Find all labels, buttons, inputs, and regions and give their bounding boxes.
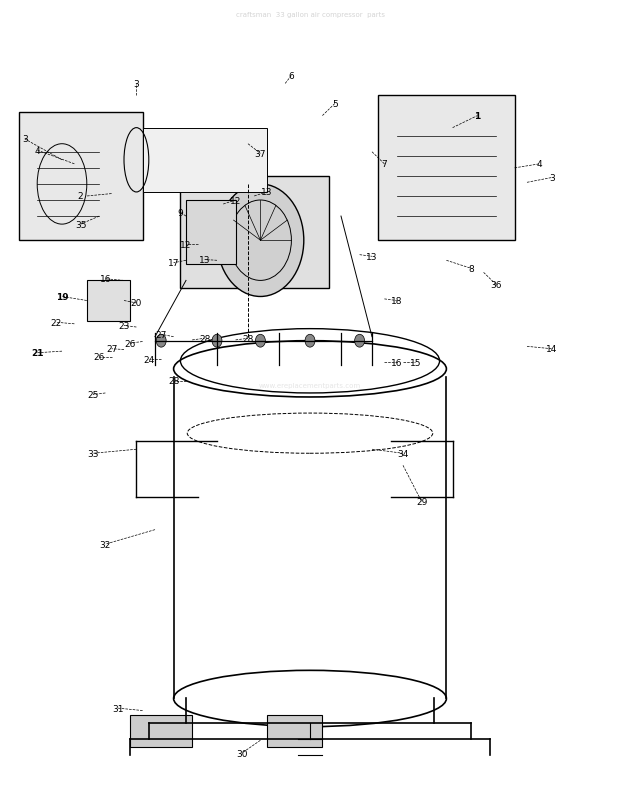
Circle shape (255, 335, 265, 348)
Text: craftsman  33 gallon air compressor  parts: craftsman 33 gallon air compressor parts (236, 12, 384, 18)
Text: 24: 24 (143, 355, 154, 365)
Text: 12: 12 (180, 240, 192, 250)
Text: 8: 8 (468, 264, 474, 274)
Circle shape (355, 335, 365, 348)
Text: 33: 33 (87, 449, 99, 459)
Text: 16: 16 (100, 275, 111, 284)
Text: 13: 13 (366, 252, 378, 262)
Text: 27: 27 (106, 344, 117, 354)
Text: 9: 9 (177, 208, 183, 218)
Text: 4: 4 (536, 160, 542, 169)
Text: 26: 26 (94, 353, 105, 362)
FancyBboxPatch shape (87, 281, 130, 321)
Text: 30: 30 (236, 748, 247, 758)
Text: www.ereplacementparts.com: www.ereplacementparts.com (259, 382, 361, 389)
Text: 28: 28 (242, 334, 254, 344)
Circle shape (212, 335, 222, 348)
Text: 19: 19 (56, 292, 68, 302)
FancyBboxPatch shape (267, 715, 322, 747)
Text: 25: 25 (87, 390, 99, 400)
Text: 13: 13 (199, 255, 210, 265)
Text: 5: 5 (332, 100, 338, 109)
Text: 27: 27 (156, 330, 167, 340)
Text: 20: 20 (131, 299, 142, 308)
Text: 28: 28 (168, 377, 179, 386)
FancyBboxPatch shape (378, 96, 515, 241)
Text: 26: 26 (125, 339, 136, 349)
Text: 3: 3 (549, 173, 555, 183)
Text: 4: 4 (34, 146, 40, 156)
Text: 1: 1 (474, 112, 480, 121)
Text: 18: 18 (391, 296, 402, 306)
FancyBboxPatch shape (180, 177, 329, 289)
Text: 17: 17 (168, 259, 179, 268)
Circle shape (305, 335, 315, 348)
Text: 29: 29 (416, 497, 427, 507)
Text: 34: 34 (397, 449, 409, 459)
Text: 2: 2 (78, 192, 84, 202)
Text: 23: 23 (118, 321, 130, 331)
Text: 15: 15 (410, 358, 421, 368)
Text: 21: 21 (31, 349, 43, 358)
FancyBboxPatch shape (19, 112, 143, 241)
Text: 32: 32 (100, 540, 111, 549)
Text: 31: 31 (112, 703, 123, 713)
Text: 3: 3 (22, 135, 28, 145)
Text: 35: 35 (75, 220, 86, 230)
Text: 37: 37 (255, 149, 266, 159)
Text: 6: 6 (288, 71, 294, 81)
Text: 7: 7 (381, 160, 388, 169)
Ellipse shape (217, 185, 304, 297)
Text: 22: 22 (50, 318, 61, 328)
Text: 14: 14 (546, 344, 557, 354)
Text: 3: 3 (133, 79, 140, 89)
FancyBboxPatch shape (130, 715, 192, 747)
FancyBboxPatch shape (143, 128, 267, 193)
Circle shape (156, 335, 166, 348)
Text: 12: 12 (230, 196, 241, 206)
Text: 16: 16 (391, 358, 402, 368)
Text: 36: 36 (490, 280, 502, 290)
Text: 28: 28 (199, 334, 210, 344)
FancyBboxPatch shape (186, 201, 236, 265)
Text: 13: 13 (261, 188, 272, 198)
